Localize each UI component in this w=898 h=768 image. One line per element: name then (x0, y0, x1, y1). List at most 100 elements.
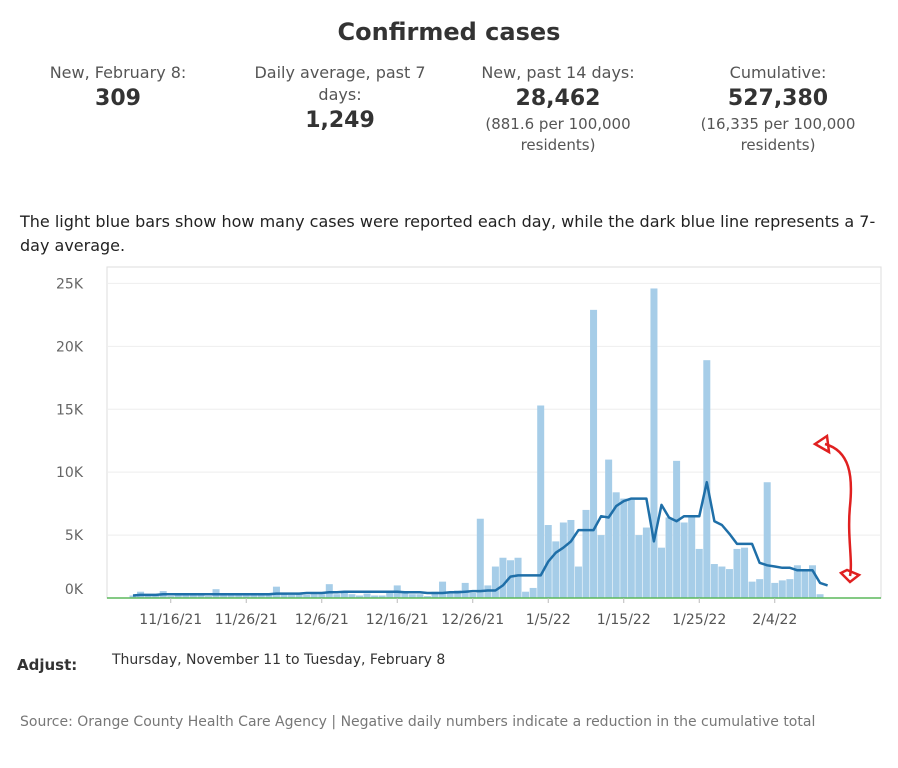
daily-bar (537, 405, 545, 598)
daily-bar (439, 581, 447, 598)
daily-bar (257, 595, 265, 598)
daily-bar (235, 594, 243, 598)
daily-bar (688, 517, 696, 598)
adjust-label: Adjust: (17, 656, 78, 674)
daily-bar (310, 594, 318, 598)
daily-bar (725, 569, 733, 598)
red-arrow-annotation (824, 442, 853, 577)
daily-bar (378, 595, 386, 598)
stat-note: (881.6 per 100,000 residents) (485, 115, 631, 154)
daily-bar (340, 592, 348, 598)
daily-bar (756, 579, 764, 598)
daily-bar (559, 522, 567, 598)
daily-bar (620, 498, 628, 598)
daily-bar (597, 535, 605, 598)
stat-value: 527,380 (727, 86, 829, 111)
daily-bar (129, 595, 137, 598)
x-tick-label: 11/26/21 (215, 612, 278, 628)
stat-label: New, past 14 days: (481, 63, 635, 82)
daily-bar (673, 460, 681, 598)
daily-bar (333, 594, 341, 598)
daily-bar (748, 581, 756, 598)
daily-bar (371, 595, 379, 598)
y-tick-label: 0K (65, 582, 84, 598)
daily-bar (295, 594, 303, 598)
daily-bar (680, 522, 688, 598)
daily-bar (265, 594, 273, 598)
daily-bar (416, 594, 424, 598)
daily-bar (318, 594, 326, 598)
daily-bar (476, 518, 484, 598)
daily-bar (242, 594, 250, 598)
daily-bar (250, 595, 258, 598)
daily-bar (431, 591, 439, 598)
daily-bar (703, 360, 711, 598)
x-tick-label: 11/16/21 (139, 612, 202, 628)
daily-bar (552, 541, 560, 598)
daily-bar (650, 288, 658, 598)
stat-daily-average: Daily average, past 7 days: 1,249 (250, 62, 430, 136)
stat-label: Cumulative: (729, 63, 827, 82)
daily-bar (816, 594, 824, 598)
daily-bar (152, 595, 160, 598)
chart-description: The light blue bars show how many cases … (20, 212, 876, 255)
daily-bar (809, 565, 816, 598)
daily-bar (280, 594, 288, 598)
daily-bar (363, 593, 371, 598)
y-axis: 0K 5K 10K 15K 20K 25K (56, 276, 84, 598)
daily-bar (582, 509, 590, 598)
stat-new-today: New, February 8: 309 (38, 62, 198, 114)
x-tick-label: 2/4/22 (752, 612, 797, 628)
stat-new-14-days: New, past 14 days: 28,462 (881.6 per 100… (470, 62, 646, 156)
annotation-arrowhead (838, 568, 862, 584)
date-range-slider-label[interactable]: Thursday, November 11 to Tuesday, Februa… (112, 652, 446, 668)
y-tick-label: 15K (56, 402, 84, 418)
stat-label: New, February 8: (49, 63, 187, 82)
daily-bar (491, 566, 499, 598)
daily-bar (220, 595, 228, 598)
stat-note: (16,335 per 100,000 residents) (700, 115, 856, 154)
daily-bar (763, 482, 771, 598)
y-tick-label: 25K (56, 276, 84, 292)
daily-bar (507, 560, 514, 598)
daily-bar (801, 570, 809, 598)
stat-value: 1,249 (305, 108, 375, 133)
stat-value: 309 (95, 86, 141, 111)
x-axis: 11/16/21 11/26/21 12/6/21 12/16/21 12/26/21 1… (139, 598, 797, 628)
x-tick-label: 12/16/21 (366, 612, 429, 628)
daily-bar (227, 595, 235, 598)
daily-bar (401, 592, 409, 598)
cases-chart: 0K 5K 10K 15K 20K 25K 11/16/21 11/26/21 12/6/21… (56, 266, 882, 628)
daily-bar (205, 596, 212, 598)
seven-day-average-line (132, 480, 828, 597)
daily-bar (514, 557, 522, 598)
annotation-arrowhead (812, 433, 831, 455)
daily-bar (695, 548, 703, 598)
daily-bar (272, 586, 280, 598)
daily-bar (348, 594, 356, 598)
daily-bar (386, 592, 394, 598)
daily-bar (778, 580, 786, 598)
x-tick-label: 1/15/22 (597, 612, 651, 628)
daily-bar (793, 565, 801, 598)
stat-value: 28,462 (515, 86, 601, 111)
y-tick-label: 20K (56, 339, 84, 355)
daily-bar (627, 499, 635, 598)
source-note: Source: Orange County Health Care Agency… (20, 714, 816, 730)
daily-bar (454, 590, 462, 598)
y-tick-label: 10K (56, 465, 84, 481)
daily-bar (567, 519, 575, 598)
daily-bar (469, 592, 477, 598)
x-tick-label: 1/5/22 (526, 612, 571, 628)
page-title: Confirmed cases (337, 18, 561, 46)
daily-bar (574, 566, 582, 598)
daily-bar (642, 527, 650, 598)
stat-cumulative: Cumulative: 527,380 (16,335 per 100,000 … (690, 62, 866, 156)
daily-bar (446, 592, 454, 598)
x-tick-label: 12/6/21 (295, 612, 349, 628)
y-tick-label: 5K (65, 528, 84, 544)
daily-bar (174, 594, 182, 598)
daily-bar (605, 459, 613, 598)
stat-label: Daily average, past 7 days: (254, 63, 426, 104)
daily-bar (144, 594, 152, 598)
